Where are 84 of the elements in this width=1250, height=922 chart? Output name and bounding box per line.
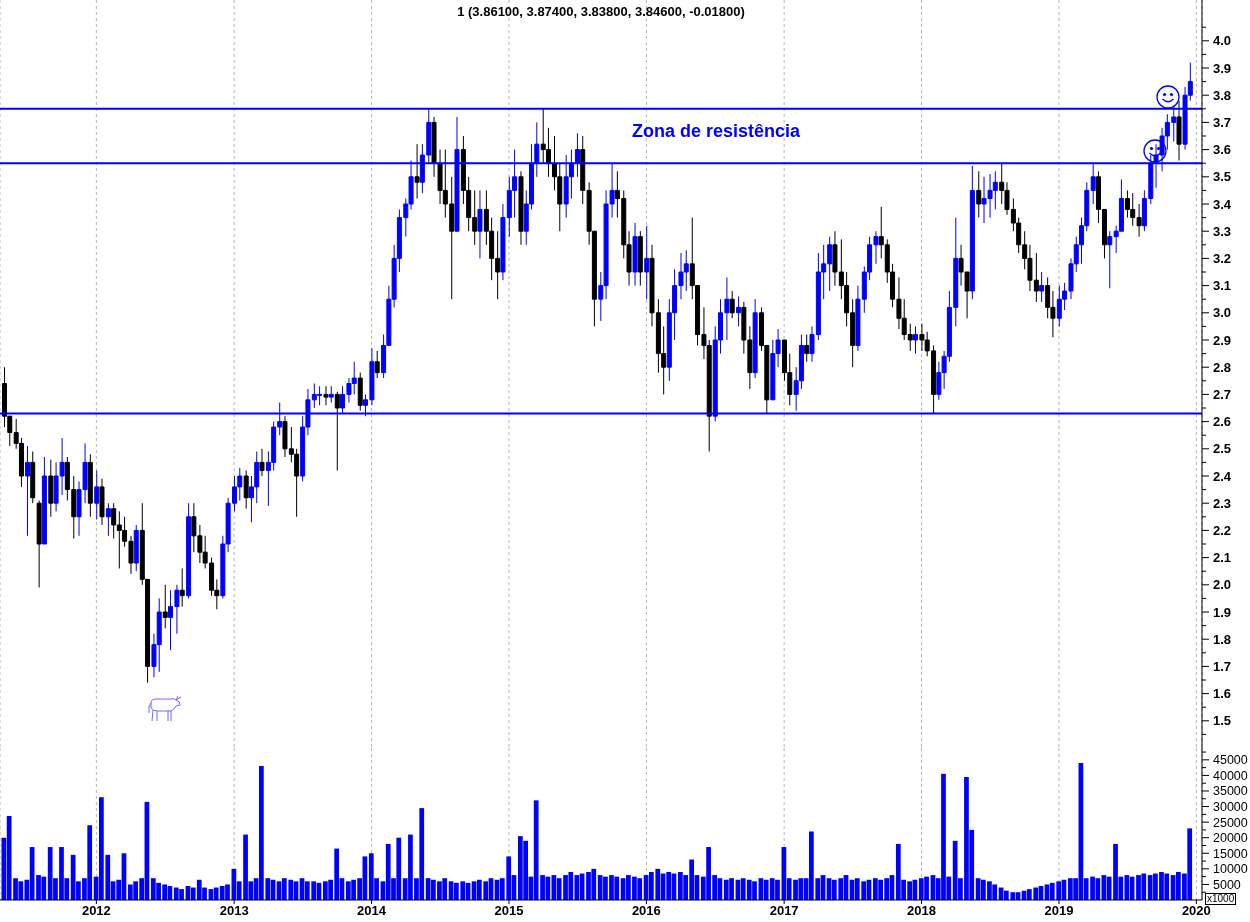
y-tick-label: 3.0 xyxy=(1213,305,1232,321)
y-tick-label: 25000 xyxy=(1213,815,1248,830)
y-tick-label: 2.1 xyxy=(1213,550,1232,566)
y-tick-label: 40000 xyxy=(1213,768,1248,783)
chart-title: 1 (3.86100, 3.87400, 3.83800, 3.84600, -0.01800) xyxy=(456,4,746,19)
candlestick xyxy=(357,372,363,412)
y-tick-label: 2.7 xyxy=(1213,387,1232,403)
candlestick xyxy=(48,459,54,518)
candlestick xyxy=(976,170,982,219)
candlestick xyxy=(1176,100,1182,161)
candlestick xyxy=(374,350,380,379)
y-tick-label: 35000 xyxy=(1213,784,1248,799)
y-tick-label: 1.7 xyxy=(1213,659,1232,675)
y-axis-title: x1000 xyxy=(1205,893,1237,905)
candlestick xyxy=(41,456,47,545)
y-tick-label: 1.9 xyxy=(1213,604,1232,620)
candlestick xyxy=(1039,271,1045,303)
y-tick-label: 2.5 xyxy=(1213,441,1232,457)
y-tick-label: 2.2 xyxy=(1213,523,1232,539)
candlestick xyxy=(259,448,265,477)
x-tick-label: 2017 xyxy=(769,903,799,919)
x-tick-label: 2013 xyxy=(219,903,249,919)
candlestick xyxy=(729,290,735,319)
y-tick-label: 1.8 xyxy=(1213,631,1232,647)
y-tick-label: 2.6 xyxy=(1213,414,1232,430)
candlestick xyxy=(179,567,185,608)
annotation: Zona de resistência xyxy=(632,120,801,142)
candlestick xyxy=(243,470,249,510)
x-tick-label: 2019 xyxy=(1044,903,1074,919)
x-tick-label: 2016 xyxy=(631,903,661,919)
candlestick xyxy=(323,385,329,406)
y-tick-label: 3.6 xyxy=(1213,142,1232,158)
x-tick-label: 2018 xyxy=(907,903,937,919)
x-tick-label: 2020 xyxy=(1181,903,1211,919)
candlestick xyxy=(804,334,810,363)
y-tick-label: 30000 xyxy=(1213,800,1248,815)
candlestick xyxy=(94,470,100,521)
candlestick xyxy=(186,502,192,599)
candlestick xyxy=(133,524,139,572)
y-tick-label: 2.4 xyxy=(1213,468,1232,484)
y-tick-label: 3.8 xyxy=(1213,87,1232,103)
candlestick xyxy=(328,385,334,404)
candlestick xyxy=(1107,230,1113,289)
y-tick-label: 10000 xyxy=(1213,862,1248,877)
candlestick xyxy=(87,453,93,518)
y-tick-label: 3.7 xyxy=(1213,115,1232,131)
y-tick-label: 1.6 xyxy=(1213,686,1232,702)
candlestick xyxy=(30,451,36,504)
x-tick-label: 2015 xyxy=(494,903,524,919)
candlestick xyxy=(36,499,42,589)
candlestick xyxy=(334,391,340,472)
y-tick-label: 3.1 xyxy=(1213,278,1232,294)
candlestick xyxy=(518,170,524,246)
x-tick-label: 2012 xyxy=(81,903,111,919)
candlestick xyxy=(632,222,638,287)
y-tick-label: 3.4 xyxy=(1213,196,1232,212)
y-tick-label: 1.5 xyxy=(1213,713,1232,729)
candlestick xyxy=(477,189,483,259)
candlestick xyxy=(105,502,111,537)
candlestick xyxy=(752,298,758,379)
candlestick xyxy=(637,230,643,287)
y-tick-label: 20000 xyxy=(1213,831,1248,846)
y-tick-label: 4.0 xyxy=(1213,33,1232,49)
y-tick-label: 5000 xyxy=(1213,877,1241,892)
x-tick-label: 2014 xyxy=(357,903,387,919)
candlestick xyxy=(431,116,437,178)
y-tick-label: 3.5 xyxy=(1213,169,1232,185)
y-tick-label: 3.3 xyxy=(1213,223,1232,239)
candlestick xyxy=(644,225,650,300)
y-tick-label: 3.2 xyxy=(1213,251,1232,267)
candlestick xyxy=(162,584,168,629)
candlestick xyxy=(913,325,919,355)
candlestick xyxy=(969,165,975,300)
candlestick xyxy=(99,478,105,526)
candlestick xyxy=(24,445,30,537)
y-tick-label: 3.9 xyxy=(1213,60,1232,76)
y-tick-label: 45000 xyxy=(1213,753,1248,768)
y-tick-label: 2.3 xyxy=(1213,495,1232,511)
y-tick-label: 2.9 xyxy=(1213,332,1232,348)
candlestick xyxy=(414,143,420,200)
y-tick-label: 2.8 xyxy=(1213,359,1232,375)
candlestick xyxy=(736,295,742,327)
y-tick-label: 2.0 xyxy=(1213,577,1232,593)
y-tick-label: 15000 xyxy=(1213,846,1248,861)
